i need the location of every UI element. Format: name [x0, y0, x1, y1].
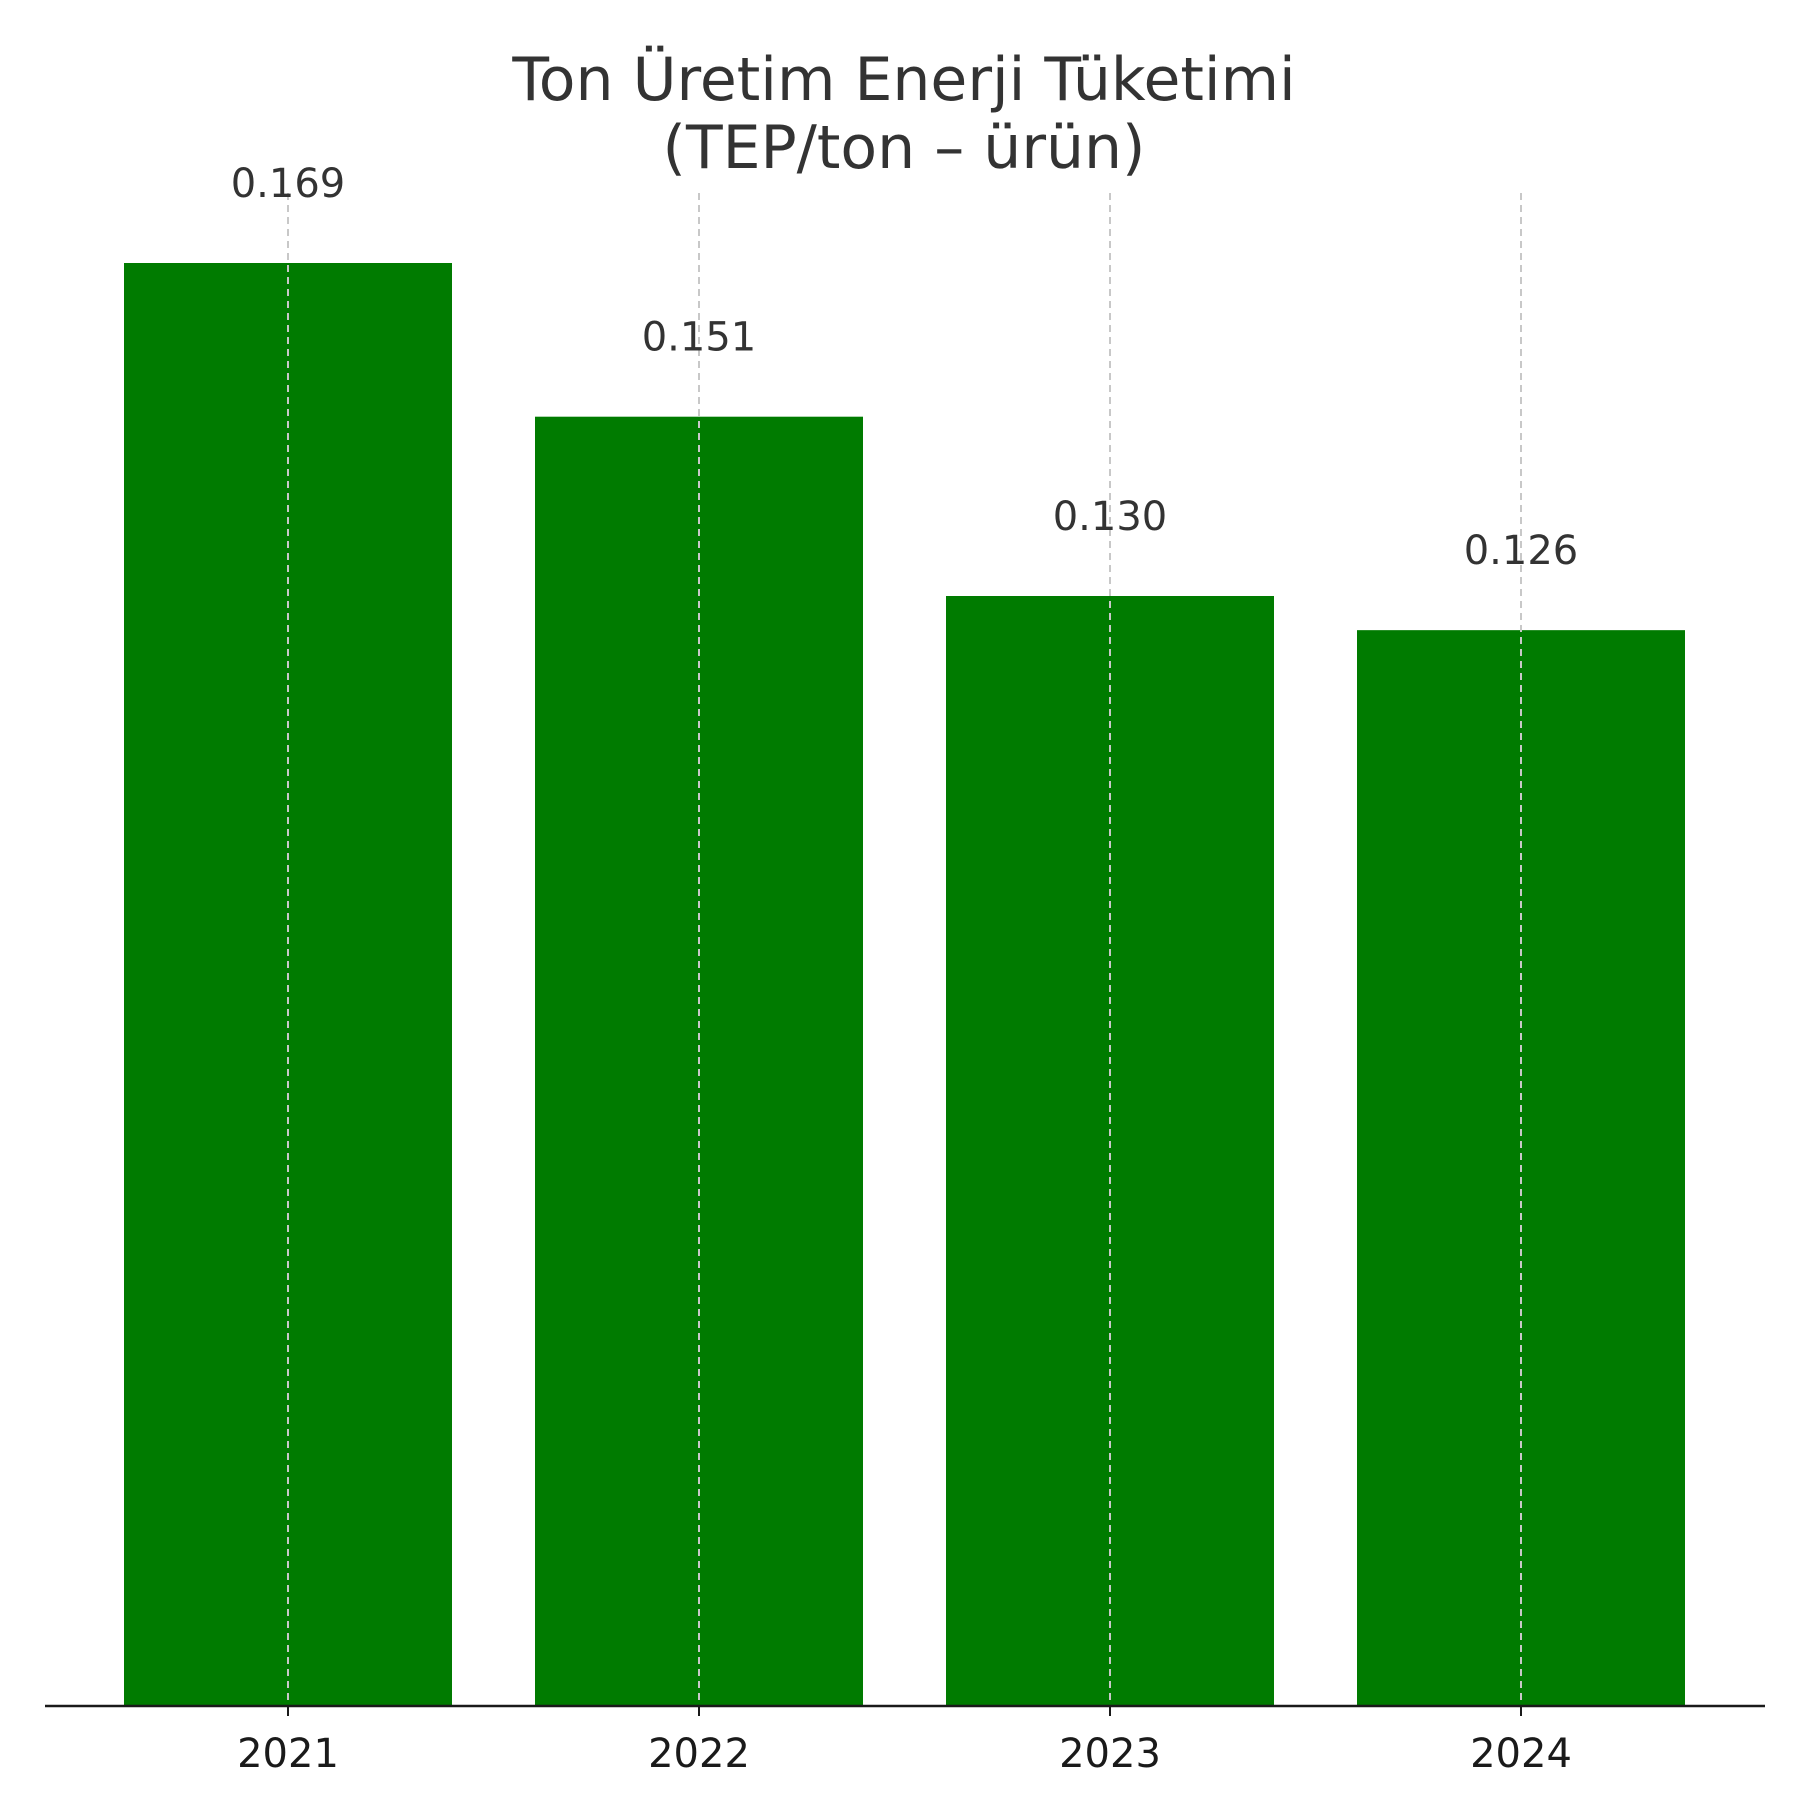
- x-tick-label-2021: 2021: [237, 1731, 339, 1777]
- data-label-2023: 0.130: [1053, 494, 1168, 540]
- x-tick-label-2024: 2024: [1470, 1731, 1572, 1777]
- chart-title-line-1: Ton Üretim Enerji Tüketimi: [511, 44, 1295, 115]
- grid-layer: [287, 193, 1522, 1706]
- x-tick-label-2023: 2023: [1059, 1731, 1161, 1777]
- bars-layer: [124, 263, 1685, 1707]
- data-label-2024: 0.126: [1464, 528, 1579, 574]
- labels-layer: 0.169 0.151 0.130 0.126: [231, 161, 1579, 574]
- data-label-2022: 0.151: [642, 315, 757, 361]
- x-tick-label-2022: 2022: [648, 1731, 750, 1777]
- data-label-2021: 0.169: [231, 161, 346, 207]
- chart-title-line-2: (TEP/ton – ürün): [663, 113, 1146, 183]
- ticks-layer: 2021 2022 2023 2024: [237, 1706, 1572, 1777]
